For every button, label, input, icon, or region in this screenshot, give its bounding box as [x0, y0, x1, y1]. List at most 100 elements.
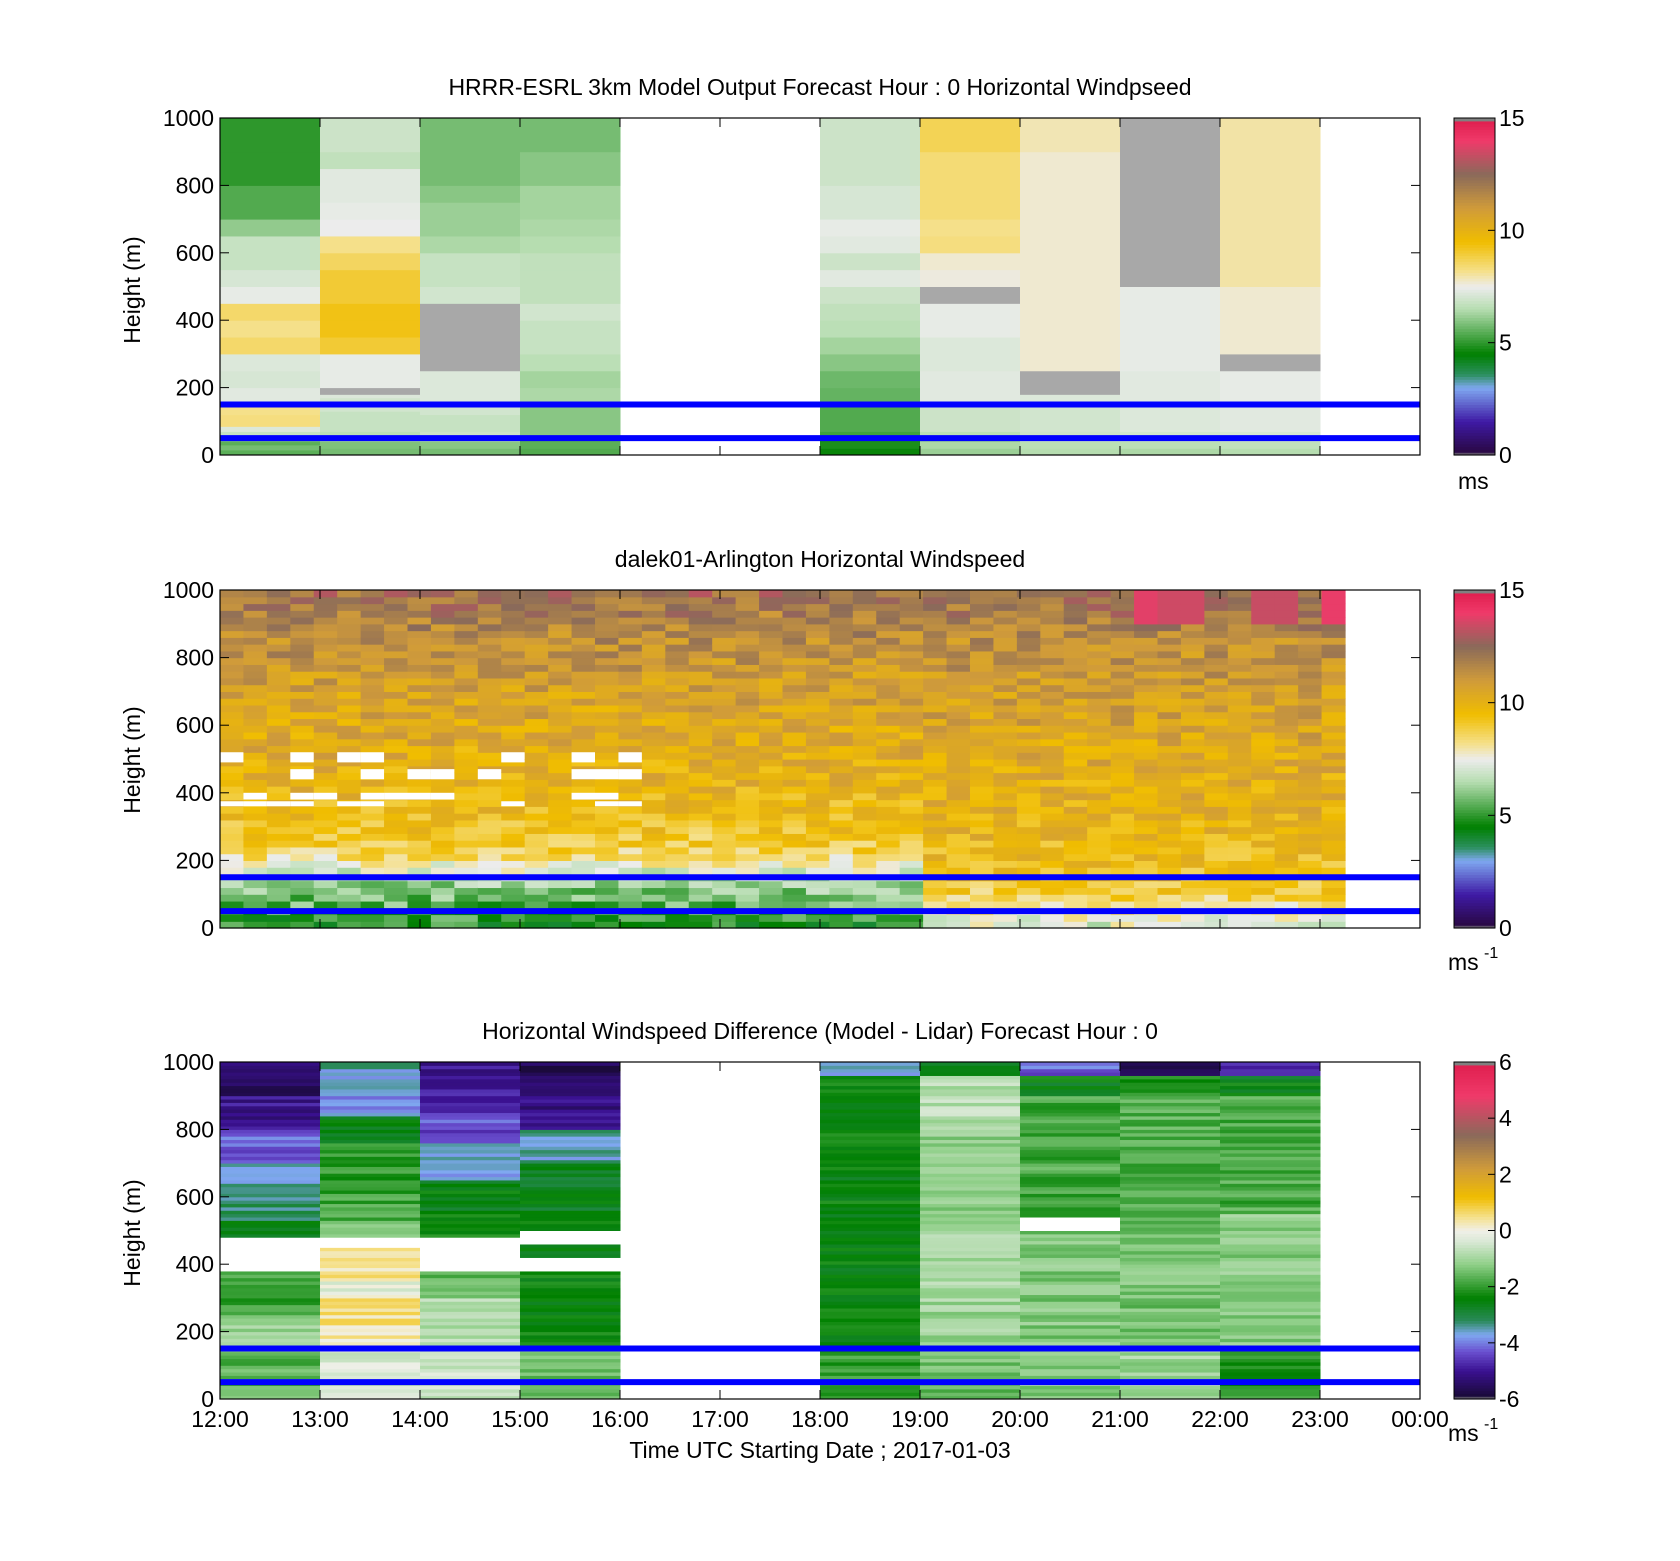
heatmap-cell	[920, 1217, 1021, 1221]
heatmap-cell	[1298, 617, 1323, 625]
heatmap-cell	[759, 745, 784, 753]
heatmap-cell	[360, 786, 385, 794]
heatmap-cell	[220, 1284, 321, 1289]
heatmap-cell	[805, 610, 830, 618]
heatmap-cell	[970, 603, 995, 611]
heatmap-cell	[820, 1146, 921, 1151]
heatmap-cell	[641, 617, 666, 625]
heatmap-cell	[595, 880, 620, 889]
heatmap-cell	[320, 411, 421, 432]
heatmap-cell	[384, 610, 409, 618]
heatmap-cell	[1120, 1129, 1221, 1134]
heatmap-cell	[1227, 603, 1252, 611]
heatmap-cell	[243, 671, 268, 679]
heatmap-cell	[1220, 1392, 1321, 1397]
heatmap-cell	[946, 590, 971, 598]
heatmap-cell	[1204, 759, 1229, 767]
heatmap-cell	[407, 731, 432, 740]
colorbar-segment	[1454, 798, 1495, 802]
heatmap-cell	[1274, 725, 1299, 733]
heatmap-cell	[920, 151, 1021, 220]
heatmap-cell	[820, 1318, 921, 1322]
heatmap-cell	[970, 671, 995, 679]
heatmap-cell	[946, 772, 971, 780]
missing-gap	[501, 752, 526, 763]
heatmap-cell	[1274, 596, 1299, 605]
heatmap-cell	[595, 833, 620, 841]
y-tick-label: 600	[176, 712, 214, 738]
heatmap-cell	[1040, 819, 1065, 828]
heatmap-cell	[829, 813, 854, 821]
heatmap-cell	[970, 725, 995, 733]
heatmap-cell	[1063, 853, 1088, 861]
heatmap-cell	[220, 1227, 321, 1231]
heatmap-cell	[735, 630, 760, 638]
heatmap-cell	[501, 623, 526, 632]
heatmap-cell	[420, 1277, 521, 1282]
heatmap-cell	[337, 603, 362, 611]
heatmap-cell	[688, 752, 713, 760]
heatmap-cell	[1120, 1126, 1221, 1130]
heatmap-cell	[1227, 657, 1252, 665]
colorbar-segment	[1454, 421, 1495, 425]
heatmap-cell	[501, 772, 526, 780]
heatmap-cell	[899, 914, 924, 922]
heatmap-cell	[290, 596, 315, 605]
heatmap-cell	[220, 1223, 321, 1228]
heatmap-cell	[313, 846, 338, 855]
heatmap-cell	[266, 718, 291, 726]
heatmap-cell	[360, 914, 385, 922]
heatmap-cell	[1020, 1213, 1121, 1218]
heatmap-cell	[520, 1270, 621, 1275]
heatmap-cell	[520, 1163, 621, 1167]
heatmap-cell	[665, 860, 690, 868]
colorbar-segment	[1454, 168, 1495, 172]
heatmap-cell	[970, 772, 995, 780]
colorbar-tick-label: 4	[1499, 1105, 1512, 1131]
heatmap-cell	[1251, 826, 1276, 834]
heatmap-cell	[852, 637, 877, 645]
heatmap-cell	[313, 650, 338, 659]
heatmap-cell	[920, 1257, 1021, 1262]
heatmap-cell	[820, 1173, 921, 1178]
heatmap-cell	[920, 1274, 1021, 1279]
heatmap-cell	[384, 799, 409, 807]
heatmap-cell	[1157, 867, 1182, 875]
heatmap-cell	[454, 603, 479, 611]
heatmap-cell	[477, 711, 502, 720]
heatmap-cell	[923, 644, 948, 652]
heatmap-cell	[220, 1277, 321, 1282]
heatmap-cell	[477, 691, 502, 699]
missing-gap	[313, 792, 338, 800]
heatmap-cell	[384, 765, 409, 774]
colorbar-segment	[1454, 851, 1495, 856]
heatmap-cell	[320, 1375, 421, 1380]
heatmap-cell	[524, 671, 549, 679]
heatmap-cell	[477, 914, 502, 922]
heatmap-cell	[266, 819, 291, 828]
colorbar-segment	[1454, 129, 1495, 133]
heatmap-cell	[688, 900, 713, 909]
heatmap-cell	[852, 833, 877, 841]
heatmap-cell	[420, 1183, 521, 1188]
heatmap-cell	[1180, 833, 1205, 841]
heatmap-cell	[320, 1223, 421, 1228]
heatmap-cell	[501, 765, 526, 774]
heatmap-cell	[1040, 745, 1065, 753]
heatmap-cell	[320, 1129, 421, 1134]
heatmap-cell	[1110, 867, 1135, 875]
heatmap-cell	[420, 1112, 521, 1117]
heatmap-cell	[1220, 1314, 1321, 1319]
heatmap-cell	[805, 921, 830, 929]
reference-lines	[220, 1345, 1420, 1386]
heatmap-cell	[1227, 813, 1252, 821]
heatmap-cell	[1020, 1062, 1121, 1066]
heatmap-cell	[820, 1284, 921, 1289]
heatmap-cell	[420, 1287, 521, 1292]
heatmap-cell	[501, 792, 526, 801]
heatmap-cell	[360, 806, 385, 814]
heatmap-cell	[520, 1156, 621, 1161]
heatmap-cell	[520, 1203, 621, 1208]
heatmap-cell	[1040, 677, 1065, 686]
heatmap-cell	[899, 765, 924, 774]
